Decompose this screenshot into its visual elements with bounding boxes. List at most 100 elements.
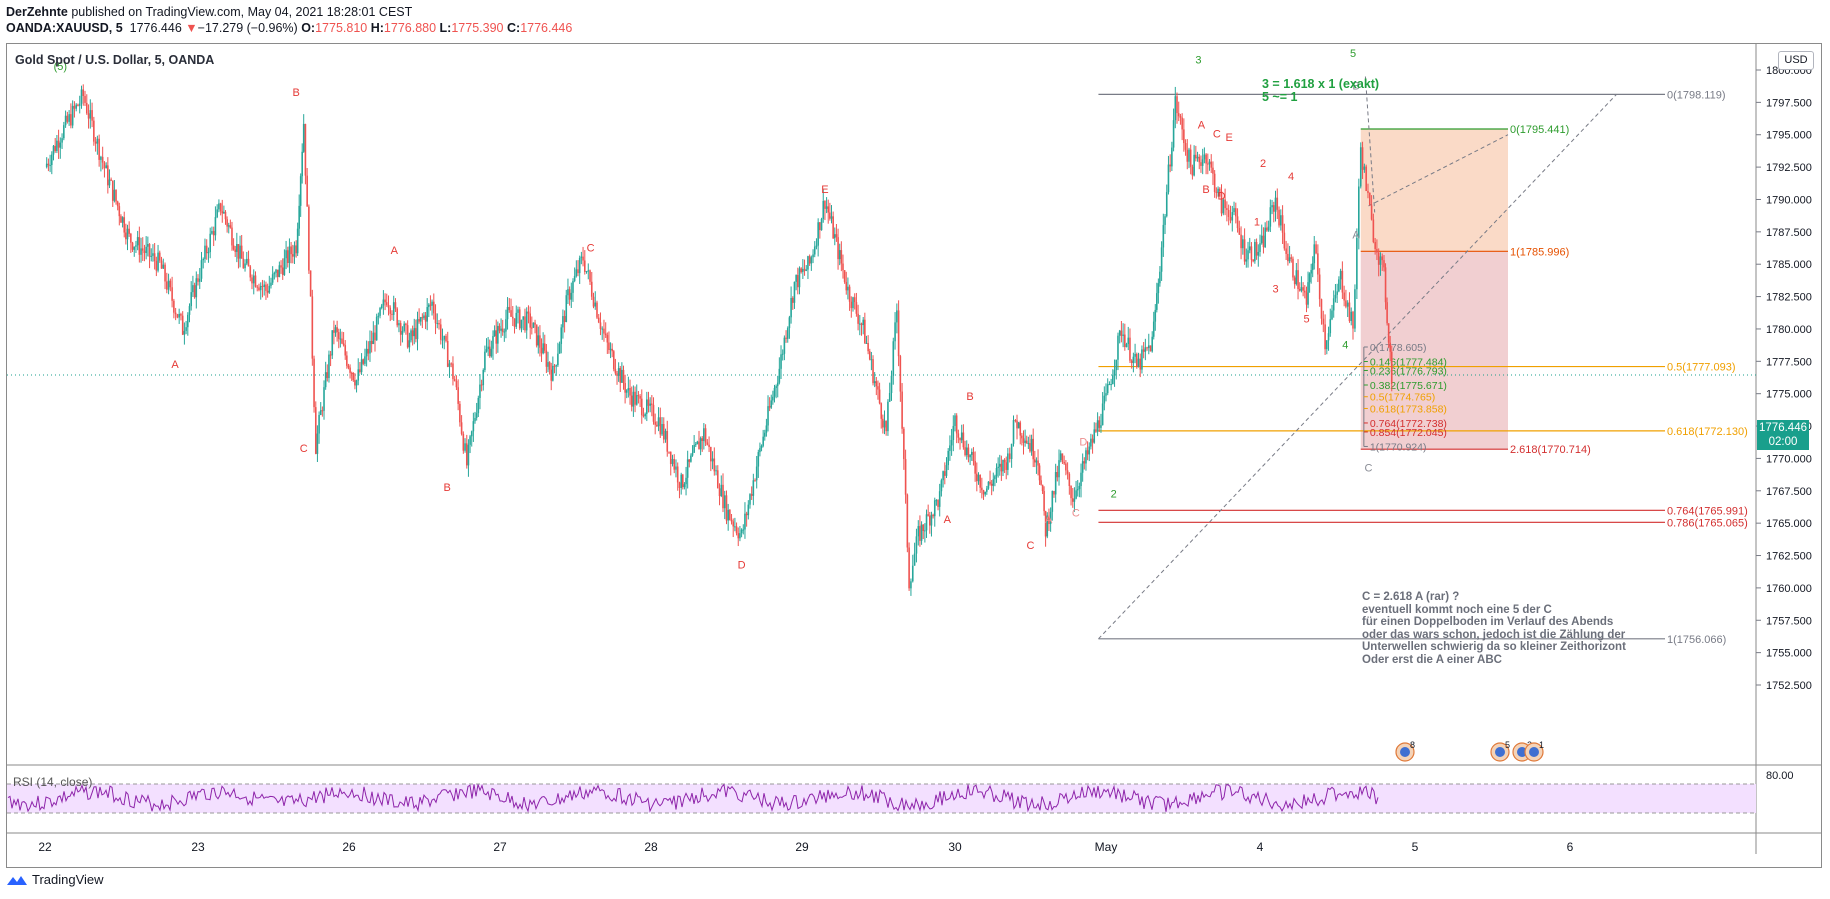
candle-body — [261, 285, 264, 287]
candle-body — [1112, 375, 1114, 384]
event-flag-icon — [1529, 747, 1539, 757]
currency-button[interactable]: USD — [1778, 51, 1814, 70]
rsi-indicator-label[interactable]: RSI (14, close) — [13, 775, 93, 789]
candle-body — [685, 477, 687, 485]
candle-body — [100, 156, 102, 160]
candle-body — [522, 316, 525, 320]
candle-body — [827, 206, 830, 213]
candle-body — [236, 244, 238, 252]
candle-body — [1285, 248, 1287, 254]
symbol-header: OANDA:XAUUSD, 5 1776.446 ▼−17.279 (−0.96… — [6, 20, 572, 36]
target-zone-upper[interactable] — [1360, 129, 1508, 252]
candle-body — [285, 250, 287, 259]
candle-body — [611, 348, 613, 352]
candle-body — [1281, 215, 1284, 233]
candle-body — [1341, 270, 1344, 293]
candle-body — [226, 219, 228, 227]
candle-body — [258, 287, 260, 291]
wave-ratio-line-1: 3 = 1.618 x 1 (exakt) — [1262, 77, 1380, 91]
candle-body — [515, 312, 518, 327]
candle-body — [1071, 498, 1074, 502]
publisher-name[interactable]: DerZehnte — [6, 5, 68, 19]
candle-body — [647, 399, 650, 406]
candle-body — [497, 325, 499, 344]
candle-body — [339, 338, 342, 340]
tradingview-brand[interactable]: TradingView — [6, 872, 104, 887]
candle-body — [752, 480, 755, 496]
candle-body — [1110, 383, 1112, 385]
candle-body — [747, 504, 750, 516]
candle-body — [63, 125, 65, 139]
candle-body — [532, 322, 535, 328]
candle-body — [970, 451, 973, 455]
candle-body — [1372, 219, 1375, 242]
candle-body — [148, 243, 151, 257]
candle-body — [859, 323, 861, 325]
candle-body — [495, 330, 498, 344]
candle-body — [1151, 336, 1153, 352]
candle-body — [1384, 267, 1387, 303]
candle-body — [301, 151, 303, 177]
candle-body — [890, 375, 893, 394]
candle-body — [242, 258, 245, 269]
candle-body — [1120, 330, 1123, 336]
candle-body — [1248, 246, 1251, 251]
candle-body — [590, 281, 593, 297]
candle-body — [147, 243, 149, 247]
candle-body — [954, 415, 956, 426]
candle-body — [59, 142, 62, 148]
candle-body — [331, 330, 334, 356]
candle-body — [873, 381, 876, 384]
candle-body — [295, 245, 297, 254]
candle-body — [864, 319, 866, 344]
candle-body — [190, 292, 192, 307]
candle-body — [587, 270, 590, 272]
candle-body — [944, 471, 946, 476]
candle-body — [93, 120, 95, 142]
trend-line[interactable] — [1368, 134, 1509, 207]
candle-body — [624, 383, 626, 393]
candle-body — [527, 311, 530, 314]
candle-body — [174, 312, 177, 315]
candle-body — [364, 356, 366, 364]
candle-body — [130, 233, 132, 243]
candle-body — [405, 323, 407, 326]
candle-body — [1255, 241, 1258, 256]
candle-body — [1016, 420, 1018, 429]
bar-countdown: 02:00 — [1768, 436, 1798, 448]
candle-body — [896, 310, 898, 323]
candle-body — [1304, 290, 1306, 293]
candle-body — [1186, 149, 1189, 162]
candle-body — [1274, 197, 1277, 212]
candle-body — [1005, 462, 1008, 470]
candle-body — [1287, 253, 1289, 262]
candle-body — [464, 443, 466, 451]
candle-body — [1038, 465, 1041, 481]
candle-body — [1106, 384, 1109, 394]
candle-body — [908, 547, 910, 589]
comment-line: C = 2.618 A (rar) ? — [1362, 591, 1460, 603]
candle-body — [1134, 353, 1136, 357]
candle-body — [204, 245, 206, 259]
trend-line[interactable] — [1098, 94, 1617, 640]
candle-body — [1012, 420, 1015, 444]
candle-body — [822, 200, 825, 219]
candle-body — [457, 387, 459, 404]
candle-body — [810, 257, 813, 264]
y-tick-label: 1785.000 — [1766, 259, 1812, 271]
candle-body — [270, 282, 272, 286]
wave-label: A — [944, 514, 952, 526]
candle-body — [925, 514, 928, 531]
candle-body — [703, 428, 705, 441]
wave-ratio-line-2: 5 ~= 1 — [1262, 90, 1298, 104]
candle-body — [852, 297, 854, 309]
candle-body — [1176, 96, 1178, 114]
candle-body — [385, 302, 388, 305]
candle-body — [972, 451, 975, 462]
candle-body — [911, 565, 914, 582]
trend-line[interactable] — [1364, 76, 1376, 213]
candle-body — [630, 395, 633, 407]
candle-body — [80, 89, 83, 104]
candle-body — [477, 397, 480, 414]
